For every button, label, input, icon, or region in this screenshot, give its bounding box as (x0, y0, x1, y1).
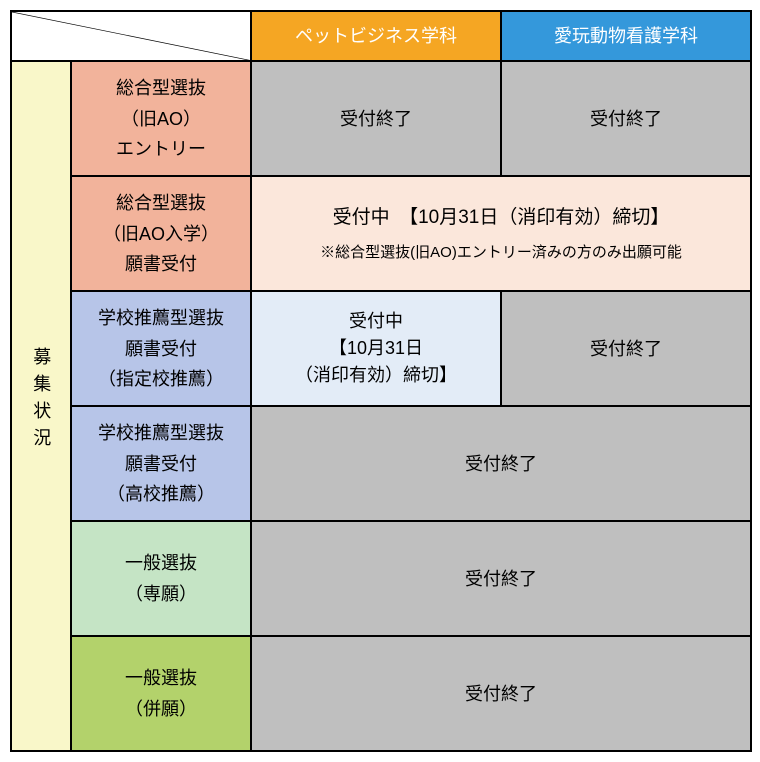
cat-line: 学校推薦型選抜 (98, 308, 224, 328)
status-cell-open: 受付中 【10月31日 （消印有効）締切】 (251, 291, 501, 406)
status-cell-merged: 受付終了 (251, 406, 751, 521)
table-row: 募集状況 総合型選抜 （旧AO） エントリー 受付終了 受付終了 (11, 61, 751, 176)
cat-line: エントリー (116, 139, 206, 159)
cat-line: （指定校推薦） (98, 369, 224, 389)
cat-line: 一般選抜 (125, 553, 197, 573)
status-cell: 受付終了 (251, 61, 501, 176)
col-header-pet-business: ペットビジネス学科 (251, 11, 501, 61)
status-cell: 受付終了 (501, 291, 751, 406)
status-line: 受付中 (349, 311, 403, 331)
status-main-text: 受付中 【10月31日（消印有効）締切】 (333, 207, 670, 228)
table-row: 学校推薦型選抜 願書受付 （高校推薦） 受付終了 (11, 406, 751, 521)
cat-line: （旧AO入学） (103, 224, 219, 244)
category-label-general-combined: 一般選抜 （併願） (71, 636, 251, 751)
category-label-ao-application: 総合型選抜 （旧AO入学） 願書受付 (71, 176, 251, 291)
admissions-status-table: ペットビジネス学科 愛玩動物看護学科 募集状況 総合型選抜 （旧AO） エントリ… (10, 10, 752, 752)
status-cell-open-merged: 受付中 【10月31日（消印有効）締切】 ※総合型選抜(旧AO)エントリー済みの… (251, 176, 751, 291)
status-note-text: ※総合型選抜(旧AO)エントリー済みの方のみ出願可能 (256, 239, 746, 266)
table-row: 一般選抜 （専願） 受付終了 (11, 521, 751, 636)
col-header-animal-nursing: 愛玩動物看護学科 (501, 11, 751, 61)
cat-line: （旧AO） (121, 109, 201, 129)
status-cell-merged: 受付終了 (251, 521, 751, 636)
cat-line: （高校推薦） (107, 484, 215, 504)
cat-line: 願書受付 (125, 339, 197, 359)
cat-line: 一般選抜 (125, 668, 197, 688)
side-label-cell: 募集状況 (11, 61, 71, 751)
table-row: 総合型選抜 （旧AO入学） 願書受付 受付中 【10月31日（消印有効）締切】 … (11, 176, 751, 291)
table-header-row: ペットビジネス学科 愛玩動物看護学科 (11, 11, 751, 61)
cat-line: 願書受付 (125, 454, 197, 474)
status-line: 【10月31日 (329, 338, 423, 358)
status-cell: 受付終了 (501, 61, 751, 176)
table-row: 一般選抜 （併願） 受付終了 (11, 636, 751, 751)
status-cell-merged: 受付終了 (251, 636, 751, 751)
table-row: 学校推薦型選抜 願書受付 （指定校推薦） 受付中 【10月31日 （消印有効）締… (11, 291, 751, 406)
category-label-designated-school: 学校推薦型選抜 願書受付 （指定校推薦） (71, 291, 251, 406)
cat-line: （専願） (125, 584, 197, 604)
cat-line: 学校推薦型選抜 (98, 423, 224, 443)
cat-line: （併願） (125, 699, 197, 719)
cat-line: 願書受付 (125, 254, 197, 274)
cat-line: 総合型選抜 (116, 78, 206, 98)
header-diagonal-cell (11, 11, 251, 61)
side-label: 募集状況 (25, 347, 57, 455)
status-line: （消印有効）締切】 (295, 365, 457, 385)
category-label-highschool-rec: 学校推薦型選抜 願書受付 （高校推薦） (71, 406, 251, 521)
category-label-general-single: 一般選抜 （専願） (71, 521, 251, 636)
cat-line: 総合型選抜 (116, 193, 206, 213)
category-label-ao-entry: 総合型選抜 （旧AO） エントリー (71, 61, 251, 176)
